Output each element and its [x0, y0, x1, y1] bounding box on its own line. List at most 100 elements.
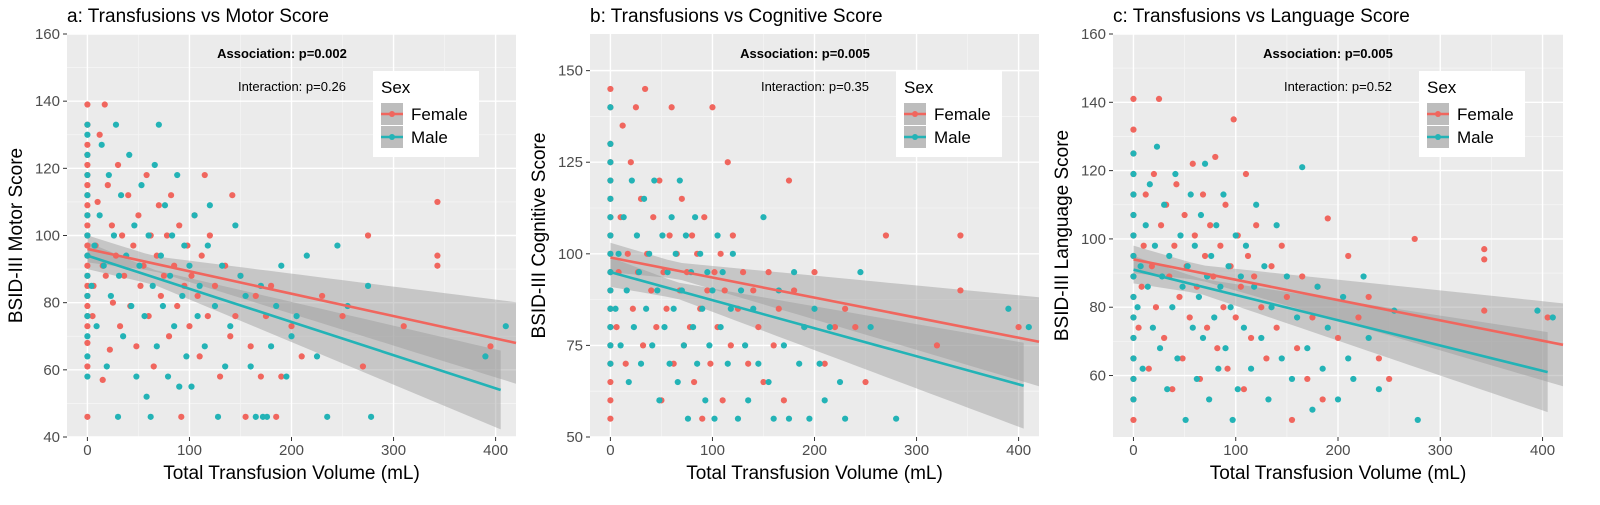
data-point [1130, 252, 1137, 260]
y-tick-label: 125 [558, 154, 583, 171]
data-point [176, 383, 183, 390]
data-point [1220, 191, 1227, 198]
data-point [663, 305, 670, 312]
data-point [84, 262, 91, 269]
data-point [1283, 273, 1290, 280]
x-tick-label: 300 [1428, 442, 1453, 459]
data-point [862, 378, 869, 386]
data-point [84, 333, 91, 340]
data-point [755, 360, 762, 367]
data-point [227, 333, 234, 340]
data-point [607, 250, 614, 257]
data-point [1251, 273, 1258, 280]
data-point [434, 252, 441, 259]
data-point [1240, 386, 1248, 393]
data-point [105, 171, 112, 179]
data-point [1253, 201, 1260, 208]
y-tick-label: 50 [566, 429, 583, 446]
data-point [1288, 416, 1296, 424]
x-tick-label: 200 [279, 442, 304, 459]
data-point [176, 222, 183, 229]
data-point [1207, 222, 1214, 229]
data-point [1232, 314, 1239, 321]
data-point [1240, 324, 1248, 331]
data-point [656, 177, 663, 184]
data-point [628, 177, 635, 184]
data-point [612, 305, 619, 312]
data-point [1345, 252, 1352, 260]
data-point [1181, 211, 1188, 219]
data-point [668, 104, 675, 111]
data-point [1153, 143, 1161, 150]
data-point [84, 339, 91, 347]
data-point [627, 159, 634, 166]
data-point [167, 192, 175, 199]
data-point [1191, 232, 1198, 239]
data-point [1411, 235, 1418, 243]
data-point [1224, 365, 1231, 372]
chart-title: b: Transfusions vs Cognitive Score [590, 6, 883, 27]
data-point [630, 323, 637, 331]
data-point [1199, 191, 1207, 198]
data-point [242, 292, 249, 300]
data-point [1232, 232, 1239, 239]
data-point [1157, 222, 1165, 229]
data-point [836, 378, 844, 386]
data-point [1258, 334, 1265, 342]
data-point [151, 161, 158, 169]
data-point [607, 195, 614, 202]
data-point [1273, 324, 1280, 331]
data-point [89, 313, 96, 320]
data-point [400, 323, 407, 330]
interaction-annotation: Interaction: p=0.52 [1284, 79, 1392, 94]
data-point [867, 323, 874, 331]
data-point [607, 415, 614, 422]
data-point [632, 104, 640, 111]
data-point [699, 305, 706, 312]
data-point [957, 287, 964, 294]
data-point [1134, 304, 1141, 311]
data-point [1414, 416, 1421, 424]
x-tick-label: 100 [177, 442, 202, 459]
data-point [133, 373, 140, 380]
data-point [1146, 181, 1153, 188]
data-point [143, 393, 150, 400]
data-point [232, 313, 239, 320]
fit-line [1133, 258, 1564, 347]
data-point [682, 232, 690, 239]
data-point [852, 323, 859, 331]
y-tick-label: 120 [1081, 163, 1106, 180]
data-point [607, 214, 614, 221]
data-point [1130, 170, 1137, 178]
data-point [727, 342, 734, 349]
data-point [84, 101, 91, 108]
data-point [191, 212, 198, 219]
data-point [707, 360, 714, 367]
data-point [1130, 232, 1137, 239]
data-point [273, 302, 280, 310]
data-point [729, 232, 736, 239]
fit-line [1133, 268, 1548, 374]
data-point [765, 269, 772, 276]
data-point [155, 121, 162, 128]
data-point [149, 282, 156, 289]
data-point [893, 415, 900, 422]
data-point [1179, 283, 1186, 290]
data-point [615, 250, 622, 257]
data-point [206, 232, 213, 239]
legend-key-point [912, 111, 918, 117]
data-point [729, 250, 736, 257]
data-point [607, 232, 614, 239]
data-point [607, 342, 614, 349]
data-point [1534, 307, 1541, 314]
data-point [186, 262, 193, 269]
data-point [719, 397, 726, 404]
legend-label: Female [411, 105, 468, 124]
data-point [166, 272, 174, 279]
data-point [98, 141, 105, 148]
data-point [816, 360, 823, 367]
data-point [84, 182, 91, 189]
data-point [273, 413, 280, 420]
data-point [785, 415, 793, 422]
data-point [141, 313, 148, 320]
